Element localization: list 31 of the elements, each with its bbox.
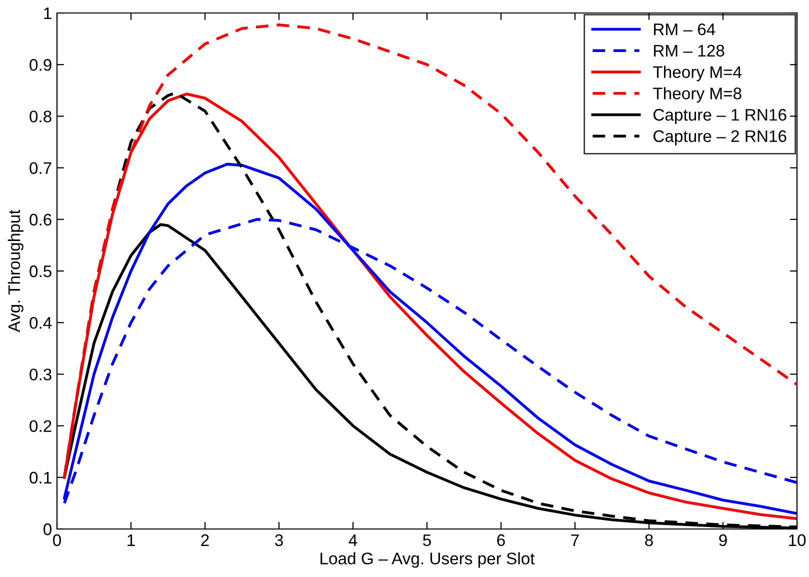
legend-label: Capture – 2 RN16 xyxy=(654,130,786,146)
legend-label: Theory M=4 xyxy=(653,66,742,82)
x-tick-label: 2 xyxy=(201,534,209,546)
x-tick-label: 7 xyxy=(571,534,579,546)
y-tick-label: 0.3 xyxy=(30,368,52,380)
y-tick-label: 0.2 xyxy=(30,420,52,432)
x-tick-label: 0 xyxy=(53,534,61,546)
y-tick-label: 0.9 xyxy=(30,59,52,71)
legend-label: RM – 64 xyxy=(654,23,716,36)
x-tick-label: 10 xyxy=(789,534,806,546)
y-tick-label: 0.7 xyxy=(30,162,52,174)
x-axis-title: Load G – Avg. Users per Slot xyxy=(320,552,535,568)
y-tick-label: 0.8 xyxy=(30,110,52,122)
line-series xyxy=(63,162,797,515)
x-tick-label: 3 xyxy=(275,534,283,546)
x-tick-label: 6 xyxy=(497,534,505,546)
legend-label: Capture – 1 RN16 xyxy=(654,108,786,124)
y-axis-title: Avg. Throughput xyxy=(8,210,24,332)
x-tick-label: 1 xyxy=(128,534,135,546)
x-tick-label: 8 xyxy=(645,534,653,546)
y-tick-label: 0.1 xyxy=(30,472,52,484)
legend-label: RM – 128 xyxy=(654,44,724,57)
legend-label: Theory M=8 xyxy=(653,87,742,103)
x-tick-label: 4 xyxy=(348,534,358,546)
y-tick-label: 0.6 xyxy=(30,214,52,226)
x-tick-label: 5 xyxy=(423,534,431,546)
y-tick-label: 1 xyxy=(44,8,52,20)
y-tick-label: 0 xyxy=(44,523,52,536)
x-tick-label: 9 xyxy=(719,534,727,546)
y-tick-label: 0.4 xyxy=(30,317,52,329)
y-tick-label: 0.5 xyxy=(30,265,52,278)
